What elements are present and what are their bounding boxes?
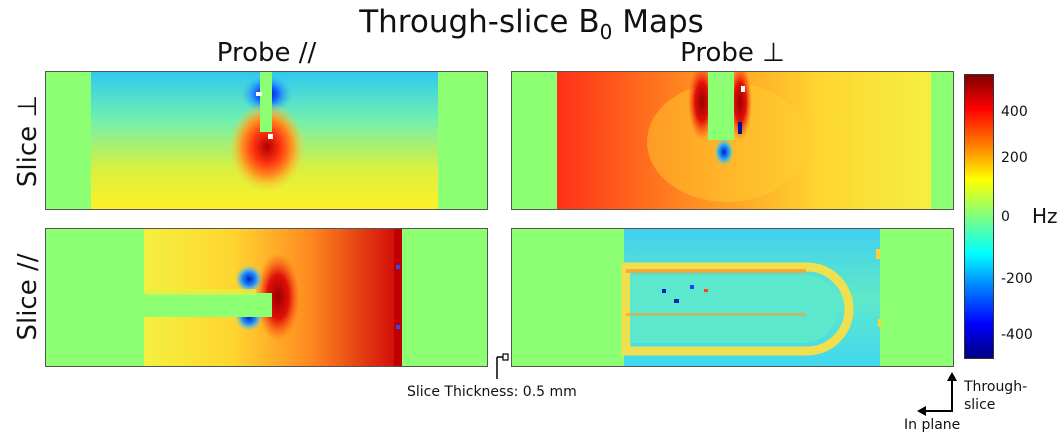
main-title: Through-slice B0 Maps bbox=[0, 4, 1063, 50]
colorbar-tick-200: 200 bbox=[1001, 150, 1028, 166]
row-title-slice-parallel: Slice // bbox=[13, 253, 43, 341]
map-probe-perpendicular-slice-parallel bbox=[511, 228, 954, 367]
axis-label-slice: slice bbox=[964, 397, 996, 413]
colorbar-unit-label: Hz bbox=[1032, 204, 1058, 228]
colorbar-tick-0: 0 bbox=[1001, 209, 1010, 225]
map-probe-perpendicular-slice-perpendicular bbox=[511, 71, 954, 210]
row-title-slice-perpendicular: Slice ⊥ bbox=[13, 94, 43, 188]
title-subscript: 0 bbox=[599, 20, 613, 45]
axis-label-in-plane: In plane bbox=[904, 417, 961, 433]
colorbar-tick-neg400: -400 bbox=[1001, 327, 1033, 343]
column-title-probe-parallel: Probe // bbox=[216, 38, 317, 68]
colorbar bbox=[964, 74, 994, 359]
title-prefix: Through-slice B bbox=[359, 4, 600, 40]
axis-label-through: Through- bbox=[964, 379, 1028, 395]
colorbar-tick-neg200: -200 bbox=[1001, 271, 1033, 287]
map-probe-parallel-slice-perpendicular bbox=[45, 71, 488, 210]
map-probe-parallel-slice-parallel bbox=[45, 228, 488, 367]
slice-thickness-marker-icon bbox=[496, 353, 509, 379]
colorbar-tick-400: 400 bbox=[1001, 104, 1028, 120]
slice-thickness-label: Slice Thickness: 0.5 mm bbox=[407, 384, 577, 400]
column-title-probe-perpendicular: Probe ⊥ bbox=[680, 38, 785, 68]
title-suffix: Maps bbox=[612, 4, 704, 40]
orientation-axes-icon bbox=[917, 372, 957, 416]
